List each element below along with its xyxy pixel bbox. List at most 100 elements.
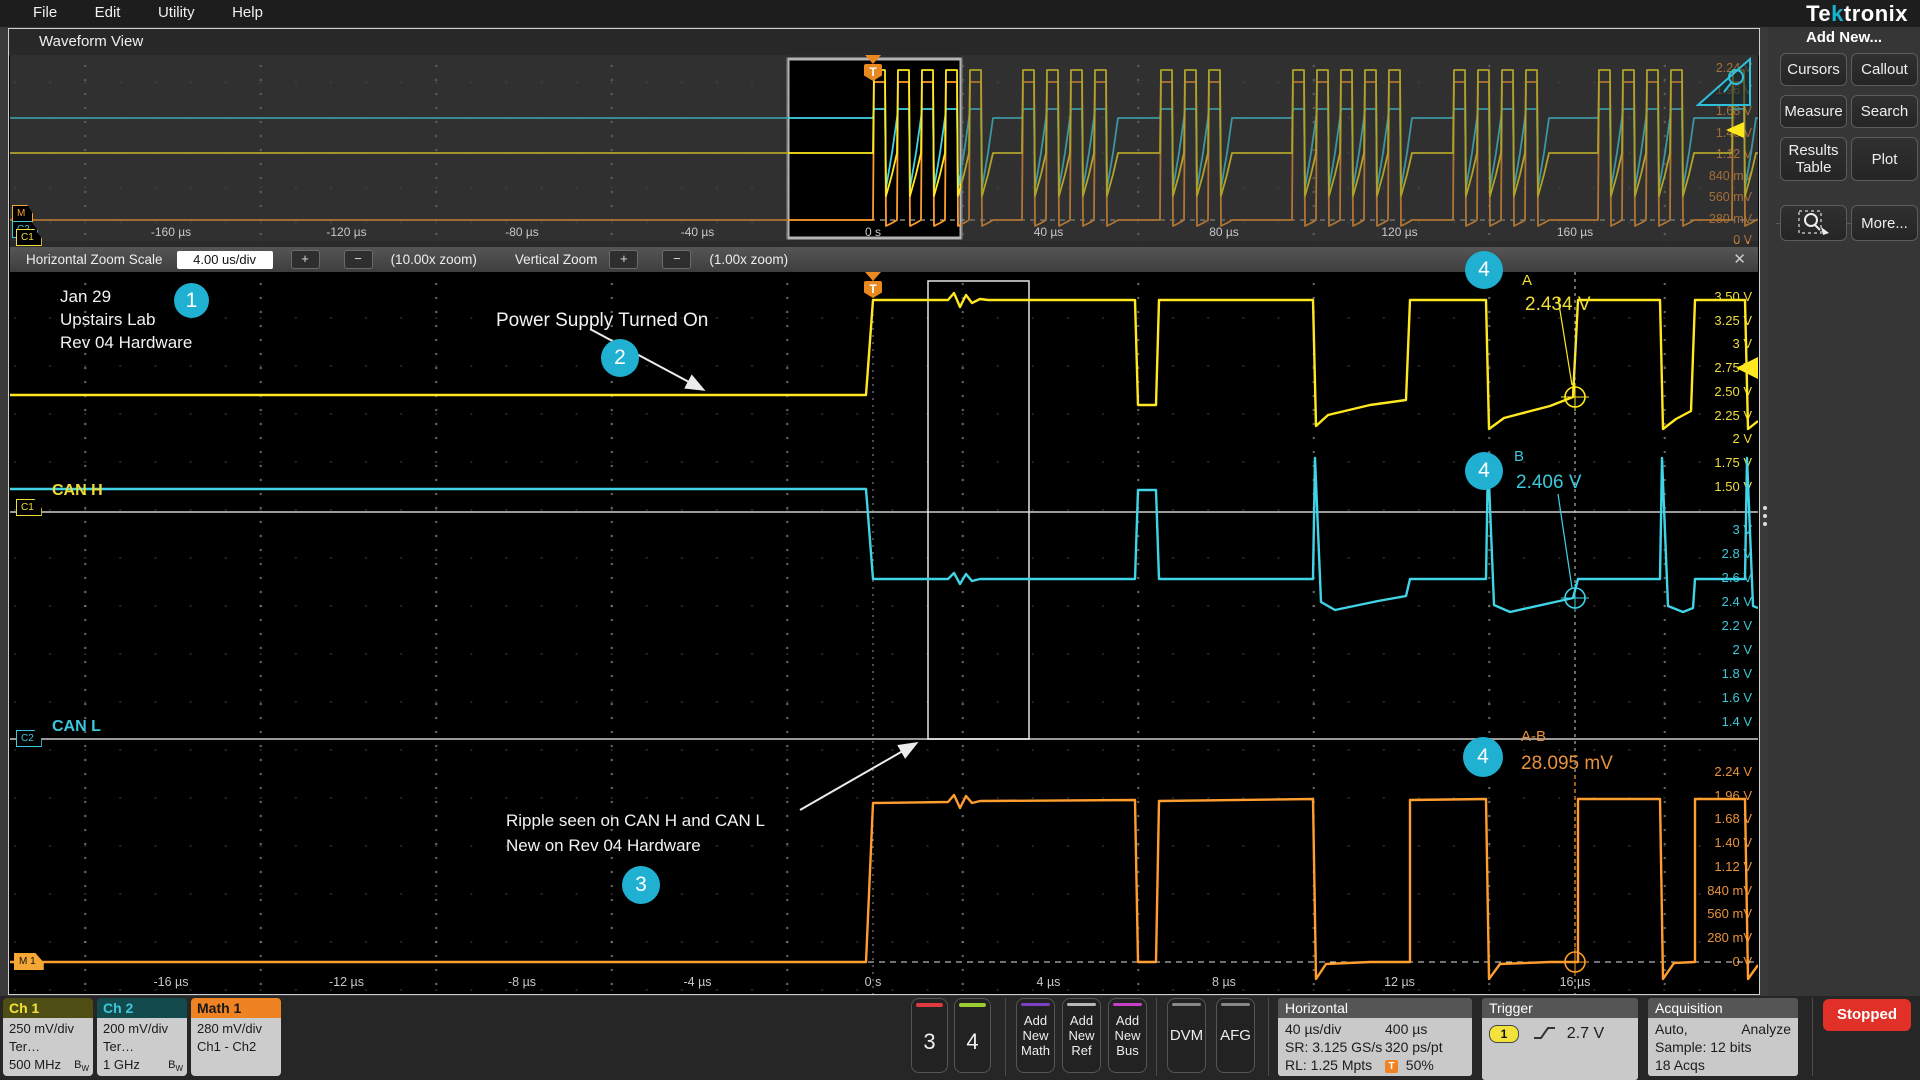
bar-divider — [1005, 998, 1006, 1076]
menu-utility[interactable]: Utility — [157, 4, 195, 21]
h-zoom-minus-icon[interactable]: − — [343, 250, 373, 269]
cursor-ab-label[interactable]: A-B — [1521, 728, 1547, 745]
callout-button[interactable]: Callout — [1851, 53, 1918, 86]
callout-badge-3[interactable]: 3 — [622, 866, 660, 904]
overview-time-label: 120 µs — [1381, 225, 1418, 239]
tektronix-logo: Tektronix — [1806, 1, 1908, 26]
ch3-enable-button[interactable]: 3 — [911, 998, 948, 1073]
math1-badge[interactable]: M 1 — [14, 953, 44, 970]
more-button[interactable]: More... — [1851, 205, 1918, 241]
overview-voltage-label: 560 mV — [1692, 190, 1752, 204]
ch2-waveform-label[interactable]: CAN L — [52, 718, 101, 735]
v-zoom-minus-icon[interactable]: − — [662, 250, 692, 269]
ref-color-stripe — [1067, 1003, 1096, 1006]
ch2-settings-badge[interactable]: Ch 2 200 mV/div Ter… 1 GHz BW — [97, 998, 187, 1076]
search-button[interactable]: Search — [1851, 95, 1918, 128]
main-time-label: -16 µs — [153, 975, 189, 989]
cursor-b-value: 2.406 V — [1516, 472, 1582, 493]
ch1-axis-label: 2.25 V — [1714, 407, 1752, 423]
zoom-overlay-icon[interactable] — [1696, 57, 1752, 107]
add-new-math-button[interactable]: Add New Math — [1016, 998, 1055, 1073]
afg-button[interactable]: AFG — [1216, 998, 1255, 1073]
callout-badge-4c[interactable]: 4 — [1463, 737, 1503, 777]
callout-badge-2[interactable]: 2 — [601, 339, 639, 377]
h-zoom-plus-icon[interactable]: + — [290, 250, 320, 269]
acquisition-status-badge[interactable]: Stopped — [1823, 999, 1911, 1031]
overview-time-label: 80 µs — [1209, 225, 1239, 239]
overview-time-label: -40 µs — [680, 225, 715, 239]
math1-settings-badge[interactable]: Math 1 280 mV/div Ch1 - Ch2 — [191, 998, 281, 1076]
ch2-badge-title: Ch 2 — [97, 998, 187, 1018]
overview-time-label: 160 µs — [1556, 225, 1594, 239]
trigger-position-icon: T — [1385, 1060, 1398, 1073]
ch1-waveform-label[interactable]: CAN H — [52, 482, 103, 499]
bandwidth-limit-icon: BW — [74, 1059, 89, 1074]
callout-note-3[interactable]: Ripple seen on CAN H and CAN L New on Re… — [506, 811, 765, 855]
window-title: Waveform View — [39, 33, 144, 50]
menu-bar: File Edit Utility Help Tektronix — [0, 0, 1920, 27]
callout-note-1[interactable]: Jan 29 Upstairs Lab Rev 04 Hardware — [60, 287, 193, 352]
ch2-axis-label: 1.4 V — [1721, 714, 1752, 729]
menu-edit[interactable]: Edit — [94, 4, 121, 21]
callout-note-2[interactable]: Power Supply Turned On — [496, 310, 709, 331]
measure-button[interactable]: Measure — [1780, 95, 1847, 128]
bar-divider — [1268, 998, 1269, 1076]
acquisition-settings-panel[interactable]: Acquisition Auto, Analyze Sample: 12 bits… — [1648, 998, 1798, 1076]
bar-divider — [1812, 998, 1813, 1076]
acquisition-panel-title: Acquisition — [1648, 998, 1798, 1018]
main-time-label: -8 µs — [507, 975, 537, 989]
dvm-button[interactable]: DVM — [1167, 998, 1206, 1073]
main-trigger-marker[interactable]: T — [864, 272, 882, 298]
overview-voltage-label: 840 mV — [1692, 169, 1752, 183]
overview-time-label: -120 µs — [326, 225, 367, 239]
ch4-color-stripe — [959, 1003, 986, 1007]
horizontal-settings-panel[interactable]: Horizontal 40 µs/div 400 µs SR: 3.125 GS/… — [1278, 998, 1472, 1076]
close-icon[interactable]: ✕ — [1733, 251, 1746, 268]
callout-badge-4a[interactable]: 4 — [1465, 251, 1503, 289]
ch1-badge-title: Ch 1 — [3, 998, 93, 1018]
trigger-level-value: 2.7 V — [1566, 1025, 1605, 1042]
math-axis-label: 1.40 V — [1714, 835, 1752, 851]
ch4-enable-button[interactable]: 4 — [954, 998, 991, 1073]
overview-time-label: -160 µs — [150, 225, 192, 239]
menu-file[interactable]: File — [33, 4, 58, 21]
zoom-select-button[interactable] — [1780, 205, 1847, 241]
add-new-bus-button[interactable]: Add New Bus — [1108, 998, 1147, 1073]
overview-time-label: -80 µs — [505, 225, 539, 239]
ch1-settings-badge[interactable]: Ch 1 250 mV/div Ter… 500 MHz BW — [3, 998, 93, 1076]
trigger-arrow-icon — [865, 55, 881, 64]
ch1-axis-label: 2 V — [1732, 431, 1752, 447]
h-zoom-scale-input[interactable]: 4.00 us/div — [176, 250, 273, 269]
main-time-label: 4 µs — [1036, 975, 1061, 989]
cursor-b-label[interactable]: B — [1514, 448, 1525, 465]
cursors-button[interactable]: Cursors — [1780, 53, 1847, 86]
callout-badge-4b[interactable]: 4 — [1465, 452, 1503, 490]
math-axis-label: 1.68 V — [1714, 811, 1752, 827]
results-table-button[interactable]: Results Table — [1780, 137, 1847, 181]
main-time-label: 12 µs — [1384, 975, 1415, 989]
settings-bar: Ch 1 250 mV/div Ter… 500 MHz BW Ch 2 200 … — [0, 996, 1920, 1080]
main-time-label: -4 µs — [683, 975, 712, 989]
bar-divider — [1156, 998, 1157, 1076]
add-new-ref-button[interactable]: Add New Ref — [1062, 998, 1101, 1073]
afg-stripe — [1221, 1003, 1250, 1006]
cursor-a-label[interactable]: A — [1522, 272, 1533, 289]
acquisition-overview[interactable]: -160 µs -120 µs -80 µs -40 µs 0 s 40 µs 80 µs 1… — [10, 55, 1758, 247]
overview-trigger-marker[interactable]: T — [864, 55, 882, 81]
plot-button[interactable]: Plot — [1851, 137, 1918, 181]
callout-badge-1[interactable]: 1 — [174, 283, 209, 318]
h-zoom-factor: (10.00x zoom) — [390, 252, 477, 267]
cursor-ab-value: 28.095 mV — [1521, 753, 1613, 774]
overview-voltage-label: 1.68 V — [1692, 104, 1752, 118]
math-axis-label: 560 mV — [1707, 906, 1752, 922]
trigger-t-icon: T — [864, 281, 882, 298]
menu-help[interactable]: Help — [232, 4, 263, 21]
panel-resize-grip[interactable] — [1761, 28, 1768, 994]
main-time-label: 8 µs — [1212, 975, 1236, 989]
trigger-settings-panel[interactable]: Trigger 1 2.7 V — [1482, 998, 1638, 1080]
cursor-a-value: 2.434 V — [1525, 294, 1591, 315]
v-zoom-plus-icon[interactable]: + — [609, 250, 639, 269]
overview-time-label: 40 µs — [1033, 225, 1064, 239]
waveform-view-tab[interactable]: Waveform View — [9, 29, 1759, 56]
